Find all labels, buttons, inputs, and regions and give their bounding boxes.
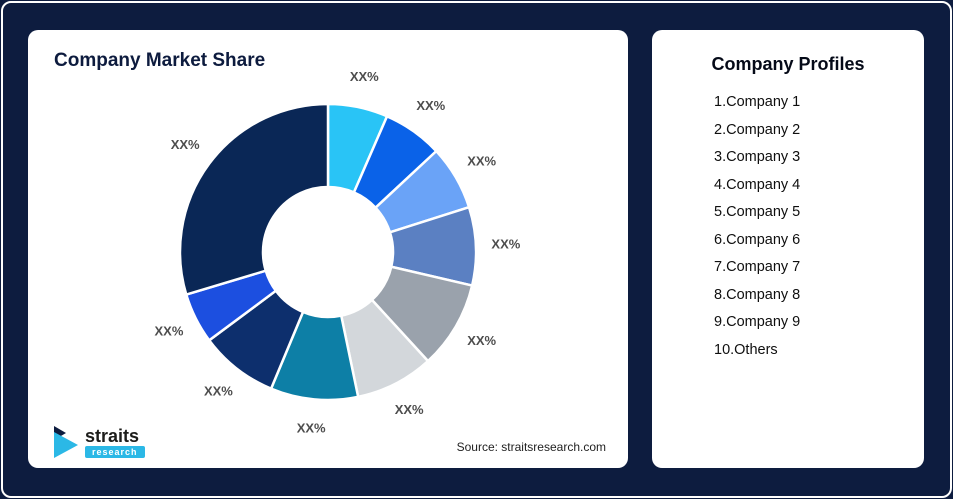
slice-label: XX% [395, 402, 424, 417]
straits-research-logo: straits research [52, 426, 145, 458]
slice-label: XX% [297, 421, 326, 436]
logo-sub-text: research [85, 445, 145, 458]
profile-item: 9.Company 9 [714, 314, 801, 330]
profile-item: 2.Company 2 [714, 121, 801, 138]
company-profiles-card: Company Profiles 1.Company 1 2.Company 2… [652, 30, 924, 468]
profile-item: 4.Company 4 [714, 176, 801, 193]
slice-label: XX% [491, 236, 520, 251]
slice-label: XX% [350, 69, 379, 84]
slice-label: XX% [467, 333, 496, 348]
profile-item: 10.Others [714, 341, 778, 358]
slice-label: XX% [467, 154, 496, 169]
slice-label: XX% [171, 137, 200, 152]
slice-label: XX% [416, 98, 445, 113]
source-note: Source: straitsresearch.com [456, 440, 606, 454]
slice-label: XX% [204, 384, 233, 399]
profiles-list: 1.Company 1 2.Company 2 3.Company 3 4.Co… [652, 89, 924, 364]
profile-item: 8.Company 8 [714, 286, 801, 303]
chart-title: Company Market Share [54, 50, 266, 71]
profile-item: 3.Company 3 [714, 149, 801, 165]
logo-texts: straits research [85, 427, 145, 458]
logo-brand-text: straits [85, 425, 140, 446]
profiles-title: Company Profiles [711, 54, 865, 74]
profile-item: 1.Company 1 [714, 94, 801, 110]
profile-item: 7.Company 7 [714, 259, 801, 275]
profile-item: 5.Company 5 [714, 204, 801, 220]
market-share-card: Company Market Share XX% XX% XX% XX% XX% XX% X… [28, 30, 628, 468]
donut-chart: XX% XX% XX% XX% XX% XX% XX% XX% XX% XX% [155, 69, 521, 436]
slice-label: XX% [155, 323, 184, 338]
donut-slice-others [178, 102, 330, 297]
profile-item: 6.Company 6 [714, 231, 801, 248]
straits-logo-icon [54, 426, 78, 458]
